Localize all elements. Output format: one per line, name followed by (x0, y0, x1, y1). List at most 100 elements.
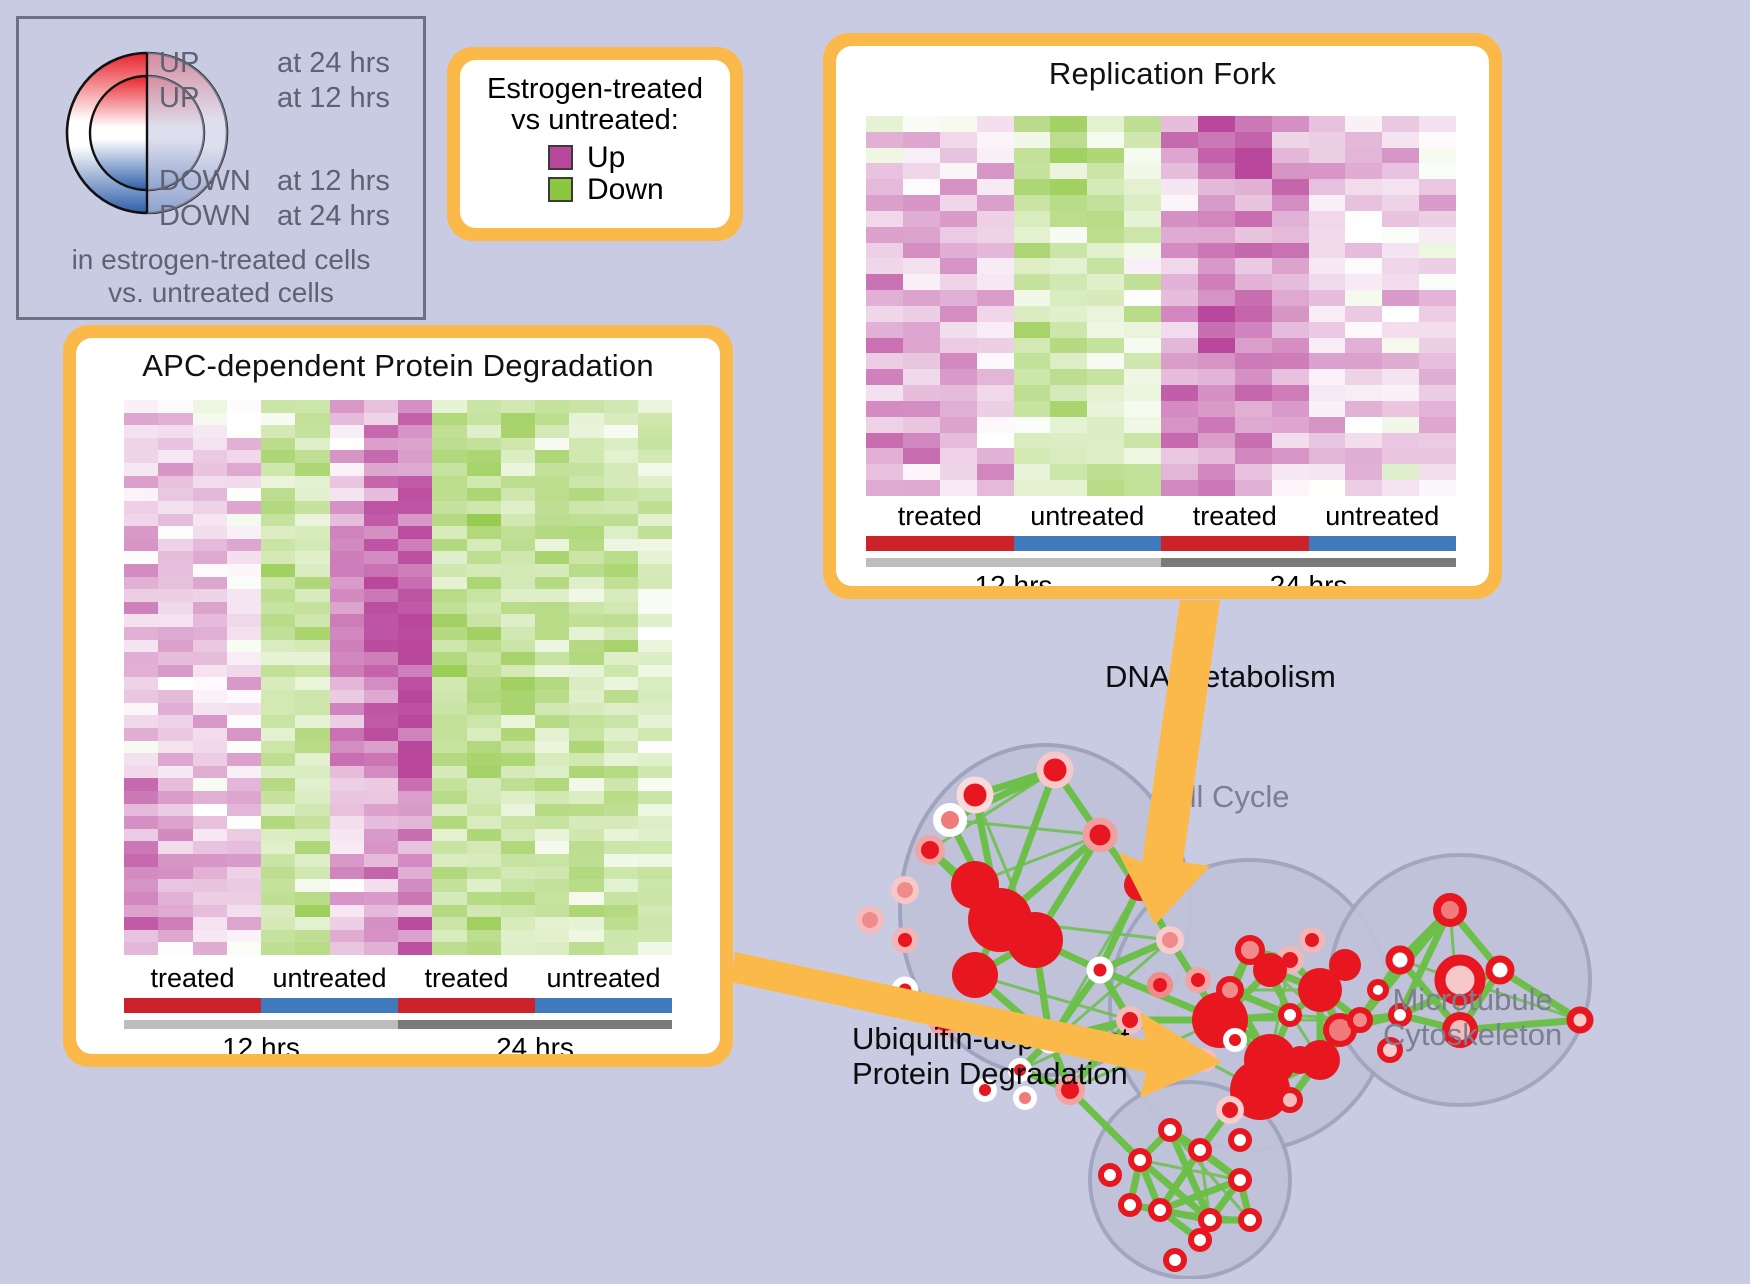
heatmap-cell (1271, 353, 1309, 370)
heatmap-cell (902, 353, 940, 370)
heatmap-cell (398, 879, 433, 892)
heatmap-cell (158, 690, 193, 703)
heatmap-cell (398, 601, 433, 615)
heatmap-cell (1234, 195, 1272, 211)
heatmap-cell (124, 791, 159, 804)
heatmap-cell (637, 740, 672, 754)
heatmap-cell (363, 576, 398, 590)
heatmap-cell (1124, 195, 1161, 211)
heatmap-cell (535, 412, 570, 426)
heatmap-cell (363, 538, 398, 552)
heatmap-cell (939, 274, 977, 291)
heatmap-cell (535, 576, 570, 590)
heatmap-cell (1382, 480, 1420, 496)
heatmap-cell (158, 917, 193, 930)
heatmap-cell (398, 816, 433, 829)
heatmap-cell (158, 778, 193, 792)
heatmap-cell (1419, 290, 1456, 306)
heatmap-cell (158, 753, 193, 766)
heatmap-cell (1308, 258, 1346, 275)
heatmap-cell (603, 425, 638, 438)
heatmap-cell (124, 942, 159, 955)
heatmap-cell (569, 412, 604, 426)
heatmap-cell (295, 576, 330, 590)
heatmap-cell (603, 463, 638, 476)
heatmap-cell (226, 589, 261, 602)
heatmap-cell (295, 917, 330, 930)
heatmap-cell (500, 412, 535, 426)
heatmap-cell (295, 513, 330, 527)
heatmap-cell (1050, 210, 1088, 227)
heatmap-cell (535, 917, 570, 930)
network-node (1156, 926, 1184, 954)
heatmap-cell (432, 677, 467, 691)
heatmap-cell (1382, 210, 1420, 227)
heatmap-cell (1382, 258, 1420, 275)
heatmap-cell (432, 854, 467, 867)
heatmap-cell (603, 879, 638, 892)
heatmap-cell (226, 828, 261, 842)
heatmap-cell (192, 866, 227, 880)
heatmap-cell (192, 929, 227, 943)
heatmap-cell (226, 664, 261, 678)
heatmap-cell (1050, 290, 1088, 306)
heatmap-cell (500, 828, 535, 842)
heatmap-cell (295, 463, 330, 476)
group-bar-treated-24 (398, 998, 535, 1013)
heatmap-cell (535, 854, 570, 867)
heatmap-cell (603, 627, 638, 640)
heatmap-cell (192, 500, 227, 514)
heatmap-cell (226, 917, 261, 930)
heatmap-cell (1382, 274, 1420, 291)
heatmap-cell (398, 538, 433, 552)
heatmap-cell (192, 942, 227, 955)
heatmap-cell (329, 538, 364, 552)
ring-key-time: at 12 hrs (277, 165, 390, 197)
heatmap-cell (398, 450, 433, 464)
heatmap-cell (329, 740, 364, 754)
heatmap-cell (261, 677, 296, 691)
heatmap-cell (569, 614, 604, 628)
heatmap-cell (261, 513, 296, 527)
heatmap-cell (1271, 464, 1309, 481)
heatmap-cell (1124, 321, 1161, 338)
heatmap-cell (500, 740, 535, 754)
heatmap-cell (1161, 242, 1198, 259)
heatmap-cell (432, 500, 467, 514)
heatmap-cell (500, 437, 535, 451)
heatmap-cell (466, 551, 501, 564)
heatmap-cell (466, 412, 501, 426)
heatmap-cell (637, 677, 672, 691)
heatmap-cell (261, 917, 296, 930)
heatmap-cell (261, 791, 296, 804)
heatmap-cell (902, 385, 940, 401)
heatmap-cell (432, 891, 467, 905)
heatmap-cell (329, 488, 364, 501)
heatmap-cell (363, 450, 398, 464)
heatmap-cell (1308, 385, 1346, 401)
heatmap-cell (939, 385, 977, 401)
heatmap-cell (192, 727, 227, 741)
heatmap-cell (1234, 416, 1272, 433)
heatmap-cell (466, 652, 501, 665)
heatmap-cell (124, 463, 159, 476)
heatmap-cell (569, 563, 604, 577)
heatmap-cell (295, 538, 330, 552)
heatmap-cell (158, 601, 193, 615)
network-node (1347, 1007, 1373, 1033)
heatmap-cell (398, 488, 433, 501)
heatmap-cell (295, 866, 330, 880)
heatmap-cell (569, 727, 604, 741)
heatmap-cell (939, 116, 977, 132)
heatmap-cell (1308, 179, 1346, 196)
heatmap-cell (976, 116, 1014, 132)
time-label: 24 hrs (496, 1032, 574, 1054)
ring-key-direction: UP (159, 82, 200, 114)
heatmap-cell (261, 904, 296, 918)
heatmap-cell (902, 337, 940, 354)
network-node (1198, 1208, 1222, 1232)
heatmap-cell (466, 929, 501, 943)
heatmap-cell (603, 488, 638, 501)
heatmap-cell (535, 551, 570, 564)
heatmap-cell (535, 513, 570, 527)
